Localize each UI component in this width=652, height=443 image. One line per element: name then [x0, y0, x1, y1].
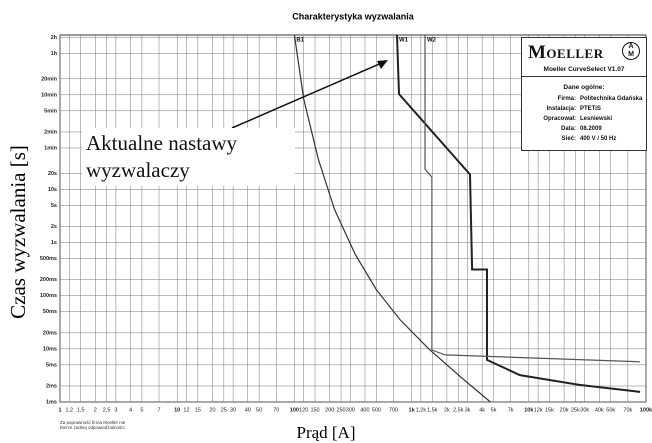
- info-key: Opracował:: [543, 116, 576, 122]
- y-tick-label: 2min: [44, 129, 57, 135]
- x-tick-label: 500: [372, 407, 381, 413]
- x-tick-label: 2: [94, 407, 97, 413]
- y-tick-label: 2ms: [46, 383, 57, 389]
- chart-title: Charakterystyka wyzwalania: [292, 11, 415, 21]
- series-line: [396, 34, 641, 393]
- x-tick-label: 70: [273, 407, 279, 413]
- arrow-head: [377, 60, 388, 69]
- y-tick-label: 20min: [41, 76, 58, 82]
- info-key: Firma:: [557, 96, 576, 102]
- x-tick-label: 50: [256, 407, 262, 413]
- x-tick-label: 700: [389, 407, 398, 413]
- x-tick-label: 250: [336, 407, 345, 413]
- x-tick-label: 1,5k: [427, 407, 438, 413]
- x-tick-label: 2,5k: [453, 407, 464, 413]
- x-tick-label: 12k: [534, 407, 543, 413]
- y-tick-label: 2s: [51, 224, 57, 230]
- x-tick-label: 30k: [580, 407, 589, 413]
- x-tick-label: 1,2k: [416, 407, 427, 413]
- x-tick-label: 4k: [479, 407, 485, 413]
- x-tick-label: 400: [360, 407, 369, 413]
- x-tick-label: 4: [129, 407, 132, 413]
- info-heading: Dane ogólne:: [563, 84, 605, 91]
- x-tick-label: 5: [140, 407, 143, 413]
- y-tick-label: 1min: [44, 145, 57, 151]
- x-tick-label: 15: [195, 407, 201, 413]
- info-value: 08.2009: [580, 126, 602, 132]
- x-tick-label: 40k: [595, 407, 604, 413]
- y-tick-label: 5ms: [46, 362, 57, 368]
- info-key: Instalacja:: [546, 106, 576, 112]
- series-line: [293, 34, 491, 403]
- y-tick-label: 5s: [51, 203, 57, 209]
- x-tick-label: 5k: [491, 407, 497, 413]
- brand: Moeller: [528, 42, 604, 63]
- x-tick-label: 25k: [571, 407, 580, 413]
- x-tick-label: 3: [114, 407, 117, 413]
- x-tick-label: 200: [325, 407, 334, 413]
- x-tick-label: 150: [310, 407, 319, 413]
- x-tick-label: 20: [209, 407, 215, 413]
- x-tick-label: 1,2: [65, 407, 73, 413]
- y-tick-label: 5min: [44, 108, 57, 114]
- info-value: PTETiS: [580, 106, 601, 112]
- x-tick-label: 20k: [560, 407, 569, 413]
- y-tick-label: 100ms: [40, 293, 57, 299]
- version: Moeller CurveSelect V1.07: [522, 66, 646, 77]
- x-tick-label: 25: [221, 407, 227, 413]
- y-tick-label: 1h: [51, 51, 58, 57]
- y-tick-label: 50ms: [43, 309, 57, 315]
- info-value: Lesniewski: [580, 116, 613, 122]
- info-key: Sieć:: [561, 136, 576, 142]
- x-tick-label: 100k: [640, 407, 652, 413]
- x-tick-label: 7k: [508, 407, 514, 413]
- annotation: Aktualne nastawy wyzwalaczy: [82, 128, 295, 186]
- y-tick-label: 2h: [51, 35, 58, 41]
- x-tick-label: 300: [346, 407, 355, 413]
- x-tick-label: 120: [299, 407, 308, 413]
- arrow: [231, 61, 385, 129]
- x-tick-label: 1,5: [77, 407, 85, 413]
- series-label: W2: [427, 38, 437, 44]
- series-label: B1: [296, 38, 304, 44]
- x-tick-label: 3k: [465, 407, 471, 413]
- x-tick-label: 15k: [545, 407, 554, 413]
- x-tick-label: 70k: [623, 407, 632, 413]
- y-tick-label: 10min: [41, 92, 58, 98]
- x-tick-label: 100: [290, 407, 299, 413]
- x-tick-label: 12: [183, 407, 189, 413]
- y-tick-label: 20ms: [43, 330, 57, 336]
- x-tick-label: 10: [174, 407, 180, 413]
- y-axis-label: Czas wyzwalania [s]: [6, 145, 30, 319]
- y-tick-label: 20s: [48, 171, 57, 177]
- y-tick-label: 1s: [51, 240, 57, 246]
- x-tick-label: 30: [230, 407, 236, 413]
- x-tick-label: 10k: [524, 407, 534, 413]
- x-tick-label: 50k: [606, 407, 615, 413]
- y-tick-label: 500ms: [40, 256, 57, 262]
- x-tick-label: 1: [58, 407, 61, 413]
- y-tick-label: 1ms: [46, 399, 57, 405]
- x-tick-label: 1k: [409, 407, 416, 413]
- y-tick-label: 10s: [48, 187, 57, 193]
- x-tick-label: 2k: [444, 407, 450, 413]
- x-tick-label: 7: [158, 407, 161, 413]
- info-value: Politechnika Gdańska: [580, 96, 643, 102]
- y-tick-label: 200ms: [40, 277, 57, 283]
- series-label: W1: [399, 38, 409, 44]
- series-line: [424, 35, 641, 363]
- x-tick-label: 40: [245, 407, 251, 413]
- info-key: Data:: [560, 126, 576, 132]
- info-value: 400 V / 50 Hz: [580, 136, 617, 142]
- footnote: Za poprawność firma Moeller nie bierze ż…: [60, 420, 126, 430]
- x-axis-label: Prąd [A]: [296, 423, 355, 442]
- x-tick-label: 2,5: [103, 407, 111, 413]
- y-tick-label: 10ms: [43, 346, 57, 352]
